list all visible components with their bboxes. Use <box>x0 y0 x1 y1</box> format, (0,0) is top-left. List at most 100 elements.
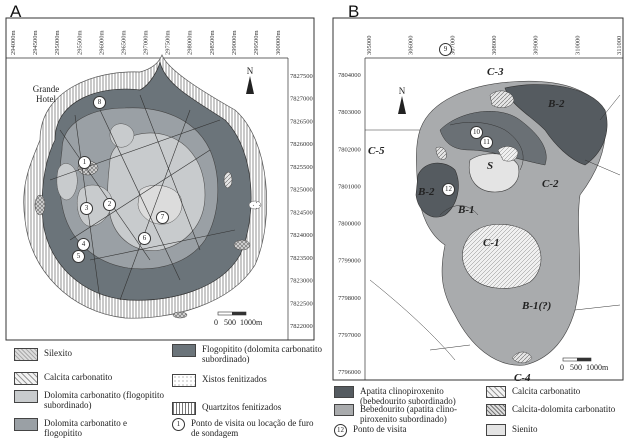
unit-label: C-2 <box>542 178 559 190</box>
visit-point: 8 <box>93 96 106 109</box>
visit-point: 11 <box>480 136 493 149</box>
legend-item: 12 Ponto de visita <box>334 424 479 437</box>
y-tick-label: 7824000 <box>290 232 313 239</box>
place-label-grande-hotel: Grande Hotel <box>32 84 60 104</box>
x-tick-label: 296000m <box>98 30 105 55</box>
legend-item: Sienito <box>486 424 621 436</box>
visit-point: 10 <box>470 126 483 139</box>
legend-label: Ponto de visita ou locação de furo de so… <box>191 418 314 438</box>
panel-a-y-ticks: 7827500 7827000 7826500 7826000 7825500 78250… <box>290 73 313 330</box>
unit-label: C-5 <box>368 145 385 157</box>
x-tick-label: 307000 <box>449 36 456 56</box>
c1-calcita-zone <box>462 223 542 289</box>
y-tick-label: 7798000 <box>338 295 361 302</box>
legend-swatch <box>334 404 354 416</box>
unit-label: C-1 <box>483 237 500 249</box>
y-tick-label: 7827000 <box>290 96 313 103</box>
legend-item: Apatita clinopiroxenito (bebedourito sub… <box>334 386 479 406</box>
legend-label: Silexito <box>44 348 73 358</box>
y-tick-label: 7802000 <box>338 146 361 153</box>
visit-point: 7 <box>156 211 169 224</box>
y-tick-label: 7827500 <box>290 73 313 80</box>
scale-labels-b: 0 500 1000m <box>560 363 609 372</box>
unit-label: B-1(?) <box>522 300 552 312</box>
y-tick-label: 7823500 <box>290 255 313 262</box>
north-arrow-a: N <box>246 66 254 94</box>
x-tick-label: 308000 <box>491 36 498 56</box>
y-tick-label: 7800000 <box>338 221 361 228</box>
y-tick-label: 7826000 <box>290 141 313 148</box>
legend-swatch <box>486 386 506 398</box>
unit-label: C-3 <box>487 66 504 78</box>
legend-swatch <box>486 424 506 436</box>
y-tick-label: 7824500 <box>290 209 313 216</box>
legend-item: Calcita-dolomita carbonatito <box>486 404 621 416</box>
legend-label: Xistos fenitizados <box>202 374 267 384</box>
legend-item: Bebedourito (apatita clino-piroxenito su… <box>334 404 479 424</box>
y-tick-label: 7826500 <box>290 118 313 125</box>
visit-point: 3 <box>80 202 93 215</box>
y-tick-label: 7823000 <box>290 278 313 285</box>
legend-swatch <box>172 402 196 415</box>
legend-item: Dolomita carbonatito (flogopitito subord… <box>14 390 164 410</box>
x-tick-label: 300000m <box>275 30 282 55</box>
legend-label: Dolomita carbonatito e flogopitito <box>44 418 127 438</box>
visit-point: 6 <box>138 232 151 245</box>
unit-label: B-1 <box>458 204 475 216</box>
visit-point: 5 <box>72 250 85 263</box>
unit-label: C-4 <box>514 372 531 384</box>
panel-a-letter: A <box>10 2 22 21</box>
visit-point: 4 <box>77 238 90 251</box>
x-tick-label: 294000m <box>10 30 17 55</box>
panel-a-scale-bar <box>217 311 247 316</box>
legend-label: Calcita carbonatito <box>44 372 113 382</box>
x-tick-label: 299000m <box>231 30 238 55</box>
panel-a-x-ticks: 294000m 294500m 295000m 295500m 296000m 29650… <box>10 30 282 55</box>
apatita-zone-w <box>415 162 459 218</box>
x-tick-label: 299500m <box>253 30 260 55</box>
legend-swatch <box>486 404 506 416</box>
legend-swatch <box>334 386 354 398</box>
legend-item: Silexito <box>14 348 154 361</box>
visit-point: 2 <box>103 198 116 211</box>
visit-point: 1 <box>78 156 91 169</box>
sienito-zone <box>468 153 520 193</box>
legend-label: Flogopitito (dolomita carbonatito subord… <box>202 344 322 364</box>
legend-swatch <box>14 348 38 361</box>
visit-point: 12 <box>442 183 455 196</box>
x-tick-label: 295000m <box>54 30 61 55</box>
legend-label: Calcita carbonatito <box>512 386 581 396</box>
legend-label: Ponto de visita <box>353 424 407 434</box>
bebedourito-zone <box>416 81 606 366</box>
y-tick-label: 7797000 <box>338 332 361 339</box>
y-tick-label: 7825000 <box>290 187 313 194</box>
y-tick-label: 7822500 <box>290 300 313 307</box>
legend-label: Bebedourito (apatita clino-piroxenito su… <box>360 404 457 424</box>
panel-b-x-ticks: 305000 306000 307000 308000 309000 310000 3110… <box>366 36 623 56</box>
panel-b-scale-bar <box>562 357 592 362</box>
panel-b-top-point: 9 <box>439 43 452 56</box>
legend-item: Xistos fenitizados <box>172 374 322 387</box>
x-tick-label: 297500m <box>165 30 172 55</box>
y-tick-label: 7822000 <box>290 323 313 330</box>
legend-label: Calcita-dolomita carbonatito <box>512 404 616 414</box>
x-tick-label: 310000 <box>574 36 581 56</box>
legend-swatch <box>14 390 38 403</box>
y-tick-label: 7796000 <box>338 369 361 376</box>
unit-label: B-2 <box>548 98 565 110</box>
legend-label: Sienito <box>512 424 538 434</box>
legend-item: Flogopitito (dolomita carbonatito subord… <box>172 344 322 364</box>
legend-item: Dolomita carbonatito e flogopitito <box>14 418 164 438</box>
legend-point-symbol: 12 <box>334 424 347 437</box>
y-tick-label: 7799000 <box>338 258 361 265</box>
y-tick-label: 7803000 <box>338 109 361 116</box>
x-tick-label: 311000 <box>616 36 623 55</box>
legend-item: Calcita carbonatito <box>14 372 154 385</box>
x-tick-label: 306000 <box>408 36 415 56</box>
legend-swatch <box>172 374 196 387</box>
legend-label: Apatita clinopiroxenito (bebedourito sub… <box>360 386 456 406</box>
x-tick-label: 295500m <box>76 30 83 55</box>
x-tick-label: 296500m <box>120 30 127 55</box>
legend-label: Dolomita carbonatito (flogopitito subord… <box>44 390 164 410</box>
